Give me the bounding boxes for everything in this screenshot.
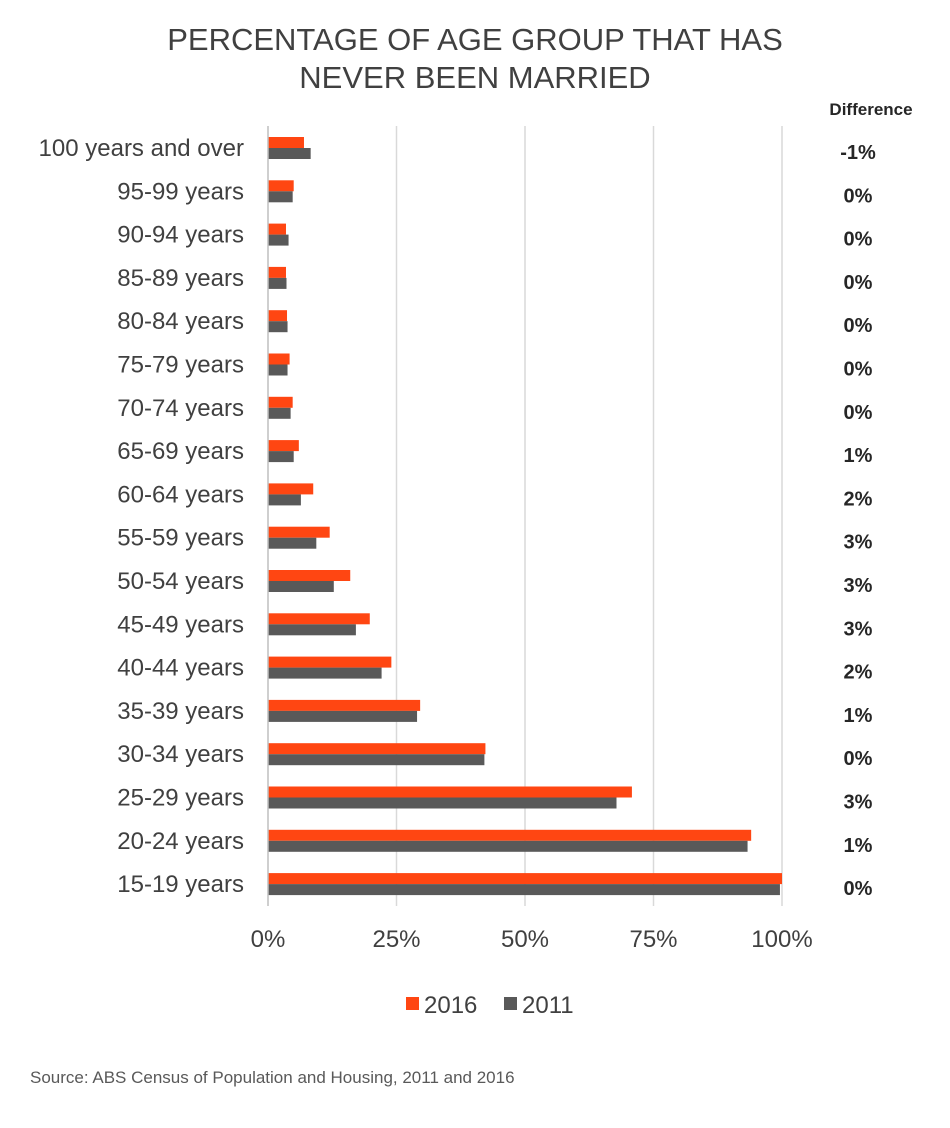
difference-header: Difference xyxy=(829,100,912,119)
bar-2016-25-29-years xyxy=(268,786,632,798)
category-label-60-64-years: 60-64 years xyxy=(117,481,244,508)
x-tick-50: 50% xyxy=(501,926,549,953)
bar-2016-70-74-years xyxy=(268,396,293,408)
category-label-25-29-years: 25-29 years xyxy=(117,785,244,812)
difference-50-54-years: 3% xyxy=(844,575,873,597)
category-label-15-19-years: 15-19 years xyxy=(117,871,244,898)
difference-25-29-years: 3% xyxy=(844,792,873,814)
bar-2016-20-24-years xyxy=(268,829,752,841)
legend-swatch-2016 xyxy=(406,997,419,1010)
category-label-90-94-years: 90-94 years xyxy=(117,222,244,249)
x-tick-25: 25% xyxy=(372,926,420,953)
bar-2011-20-24-years xyxy=(268,840,748,852)
x-tick-0: 0% xyxy=(251,926,286,953)
bar-2011-75-79-years xyxy=(268,364,288,376)
category-label-35-39-years: 35-39 years xyxy=(117,698,244,725)
bar-2016-95-99-years xyxy=(268,180,294,192)
bar-2011-90-94-years xyxy=(268,234,289,246)
bar-2011-70-74-years xyxy=(268,407,291,419)
legend-label-2016: 2016 xyxy=(424,992,477,1019)
bar-2016-30-34-years xyxy=(268,743,486,755)
bar-2016-50-54-years xyxy=(268,570,351,581)
bar-2011-35-39-years xyxy=(268,710,418,722)
legend-swatch-2011 xyxy=(504,997,517,1010)
difference-values: -1% 0% 0% 0% 0% 0% 0% 1% 2% 3% 3% 3% 2% 1% 0% 3% 1% 0% xyxy=(840,142,876,900)
difference-85-89-years: 0% xyxy=(844,272,873,294)
difference-40-44-years: 2% xyxy=(844,662,873,684)
category-label-20-24-years: 20-24 years xyxy=(117,828,244,855)
difference-80-84-years: 0% xyxy=(844,315,873,337)
bar-2016-60-64-years xyxy=(268,483,314,495)
difference-95-99-years: 0% xyxy=(844,185,873,207)
bar-2011-85-89-years xyxy=(268,277,287,289)
category-label-75-79-years: 75-79 years xyxy=(117,352,244,379)
bar-2011-60-64-years xyxy=(268,494,301,506)
difference-45-49-years: 3% xyxy=(844,618,873,640)
bar-2016-90-94-years xyxy=(268,223,286,235)
category-label-55-59-years: 55-59 years xyxy=(117,525,244,552)
x-tick-75: 75% xyxy=(629,926,677,953)
bar-2016-75-79-years xyxy=(268,353,290,365)
x-tick-100: 100% xyxy=(751,926,812,953)
bar-2016-65-69-years xyxy=(268,440,299,452)
legend: 2016 2011 xyxy=(406,992,574,1019)
chart-title: PERCENTAGE OF AGE GROUP THAT HAS NEVER B… xyxy=(167,22,783,95)
x-tick-labels: 0% 25% 50% 75% 100% xyxy=(251,926,813,953)
bar-2011-55-59-years xyxy=(268,537,317,549)
source-note: Source: ABS Census of Population and Hou… xyxy=(30,1068,515,1087)
bar-2011-95-99-years xyxy=(268,191,293,203)
bar-2016-45-49-years xyxy=(268,613,370,625)
category-label-65-69-years: 65-69 years xyxy=(117,438,244,465)
difference-100-years-and-over: -1% xyxy=(840,142,876,164)
category-labels: 100 years and over 95-99 years 90-94 years… xyxy=(39,135,244,898)
bar-2011-50-54-years xyxy=(268,581,334,592)
bar-2011-45-49-years xyxy=(268,624,356,636)
category-label-85-89-years: 85-89 years xyxy=(117,265,244,292)
bar-2011-15-19-years xyxy=(268,884,780,896)
bar-2011-100-years-and-over xyxy=(268,148,311,159)
difference-20-24-years: 1% xyxy=(844,835,873,857)
bar-2016-15-19-years xyxy=(268,873,782,885)
category-label-80-84-years: 80-84 years xyxy=(117,308,244,335)
bars xyxy=(268,137,782,896)
bar-2011-65-69-years xyxy=(268,451,294,463)
title-line-1: PERCENTAGE OF AGE GROUP THAT HAS xyxy=(167,22,783,57)
difference-35-39-years: 1% xyxy=(844,705,873,727)
gridlines xyxy=(395,126,783,906)
legend-label-2011: 2011 xyxy=(522,992,574,1019)
bar-2011-30-34-years xyxy=(268,754,485,766)
category-label-40-44-years: 40-44 years xyxy=(117,655,244,682)
category-label-95-99-years: 95-99 years xyxy=(117,178,244,205)
difference-70-74-years: 0% xyxy=(844,402,873,424)
category-label-50-54-years: 50-54 years xyxy=(117,568,244,595)
difference-75-79-years: 0% xyxy=(844,359,873,381)
bar-2016-35-39-years xyxy=(268,699,421,711)
difference-55-59-years: 3% xyxy=(844,532,873,554)
bar-2016-80-84-years xyxy=(268,310,288,322)
bar-2011-80-84-years xyxy=(268,321,288,333)
bar-2011-25-29-years xyxy=(268,797,617,809)
category-label-100-years-and-over: 100 years and over xyxy=(39,135,244,162)
bar-2011-40-44-years xyxy=(268,667,382,679)
difference-60-64-years: 2% xyxy=(844,488,873,510)
bar-2016-40-44-years xyxy=(268,656,392,668)
difference-30-34-years: 0% xyxy=(844,748,873,770)
difference-90-94-years: 0% xyxy=(844,229,873,251)
title-line-2: NEVER BEEN MARRIED xyxy=(299,60,650,95)
category-label-45-49-years: 45-49 years xyxy=(117,611,244,638)
difference-65-69-years: 1% xyxy=(844,445,873,467)
category-label-70-74-years: 70-74 years xyxy=(117,395,244,422)
bar-2016-85-89-years xyxy=(268,266,286,278)
bar-2016-100-years-and-over xyxy=(268,137,304,148)
difference-15-19-years: 0% xyxy=(844,878,873,900)
category-label-30-34-years: 30-34 years xyxy=(117,741,244,768)
bar-2016-55-59-years xyxy=(268,526,330,538)
